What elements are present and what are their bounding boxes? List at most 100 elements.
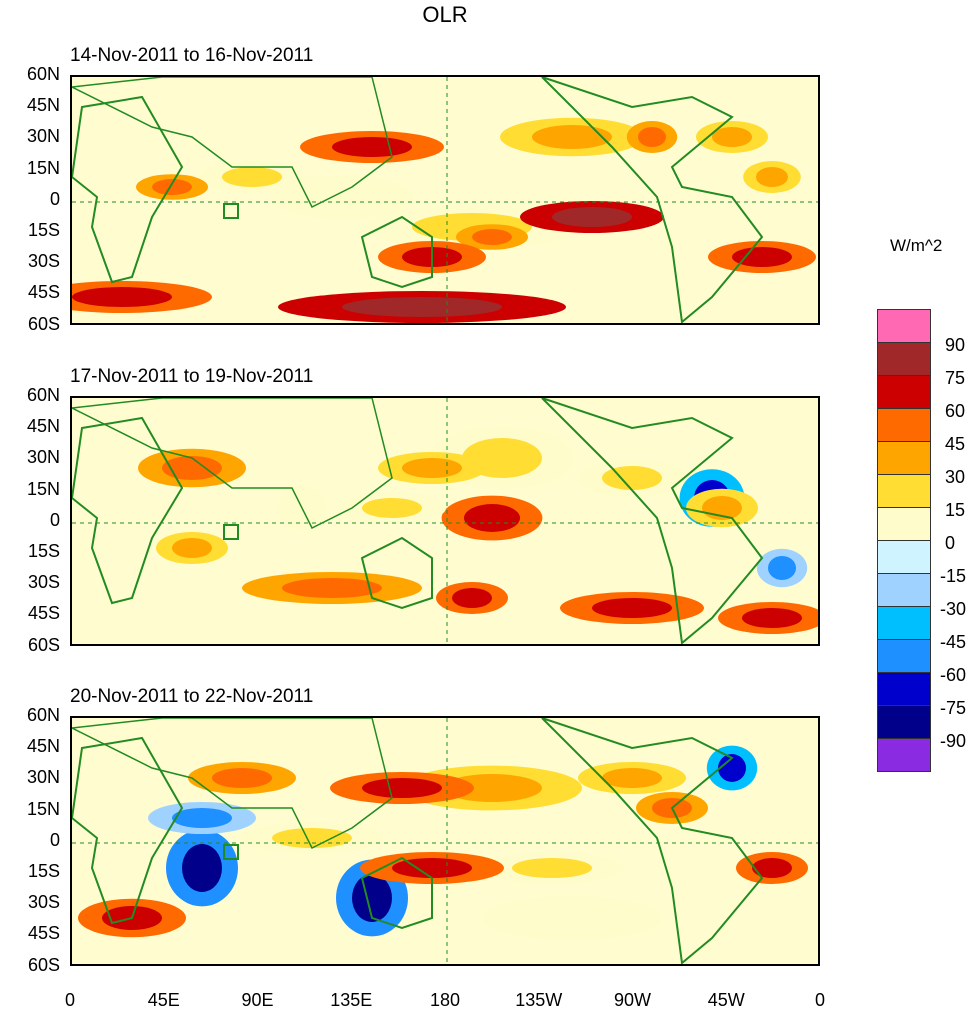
lat-tick-label: 60N xyxy=(26,705,60,725)
anomaly-core xyxy=(392,858,472,878)
coastline-americas xyxy=(541,718,764,964)
anomaly-core xyxy=(756,167,788,187)
lat-tick-label: 60S xyxy=(27,634,60,655)
lat-tick-label: 0 xyxy=(49,829,60,850)
colorbar-swatch xyxy=(877,573,931,607)
anomaly-core xyxy=(452,588,492,608)
figure-title: OLR xyxy=(422,2,468,27)
lat-tick-label: 30N xyxy=(26,447,60,468)
coastline-australia xyxy=(360,856,433,930)
colorbar-label: 45 xyxy=(945,434,966,454)
colorbar-label: 30 xyxy=(945,467,966,487)
panel-title: 14-Nov-2011 to 16-Nov-2011 xyxy=(70,45,314,66)
anomaly-core xyxy=(522,904,622,932)
colorbar-swatch xyxy=(877,672,931,706)
anomaly-core xyxy=(592,598,672,618)
coastline-americas xyxy=(541,77,764,323)
anomaly-core xyxy=(342,297,502,317)
colorbar xyxy=(877,309,931,772)
lat-tick-label: 15S xyxy=(27,220,60,240)
coastline-australia xyxy=(360,215,433,289)
lat-tick-label: 45S xyxy=(27,603,60,624)
anomaly-core xyxy=(282,578,382,598)
colorbar-swatch xyxy=(877,309,931,343)
anomaly-core xyxy=(212,768,272,788)
lat-tick-label: 60N xyxy=(26,385,60,405)
colorbar-label: 15 xyxy=(945,500,966,520)
olr-map-panel xyxy=(70,75,820,325)
panel-title: 20-Nov-2011 to 22-Nov-2011 xyxy=(70,686,314,707)
coastline-eurasia xyxy=(72,77,393,209)
region-box xyxy=(223,844,239,860)
anomaly-core xyxy=(472,229,512,245)
lat-tick-label: 15N xyxy=(26,157,60,178)
anomaly-core xyxy=(162,456,222,480)
lat-tick-label: 60S xyxy=(27,313,60,334)
anomaly-core xyxy=(464,504,520,532)
anomaly-core xyxy=(222,167,282,187)
colorbar-label: -45 xyxy=(940,632,967,652)
anomaly-core xyxy=(172,808,232,828)
region-box xyxy=(223,203,239,219)
anomaly-core xyxy=(152,179,192,195)
lon-tick-label: 90E xyxy=(241,990,274,1010)
lon-tick-label: 90W xyxy=(613,990,651,1010)
colorbar-unit: W/m^2 xyxy=(890,236,943,255)
colorbar-swatch xyxy=(877,408,931,442)
olr-map-panel xyxy=(70,396,820,646)
colorbar-swatch xyxy=(877,342,931,376)
colorbar-label: 0 xyxy=(945,533,956,553)
coastline-africa xyxy=(72,736,184,925)
colorbar-swatch xyxy=(877,441,931,475)
lat-tick-label: 30S xyxy=(27,572,60,593)
coastline-eurasia xyxy=(72,398,393,530)
anomaly-core xyxy=(352,874,392,922)
lon-tick-label: 45E xyxy=(147,990,180,1010)
colorbar-label: 60 xyxy=(945,401,966,421)
lat-tick-label: 0 xyxy=(49,188,60,209)
anomaly-core xyxy=(768,556,796,580)
lat-tick-label: 15S xyxy=(27,861,60,881)
anomaly-core xyxy=(512,858,592,878)
anomaly-core xyxy=(602,466,662,490)
lat-tick-label: 0 xyxy=(49,509,60,530)
lon-tick-label: 0 xyxy=(814,990,825,1010)
colorbar-label: -30 xyxy=(940,599,967,619)
anomaly-core xyxy=(272,828,352,848)
lat-tick-label: 30S xyxy=(27,892,60,913)
lat-tick-label: 15N xyxy=(26,798,60,819)
anomaly-core xyxy=(182,844,222,892)
anomaly-core xyxy=(532,125,612,149)
olr-map-panel xyxy=(70,716,820,966)
anomaly-core xyxy=(172,538,212,558)
colorbar-label: -15 xyxy=(940,566,967,586)
lat-tick-label: 15N xyxy=(26,478,60,499)
coastline-africa xyxy=(72,95,184,284)
colorbar-swatch xyxy=(877,738,931,772)
anomaly-core xyxy=(72,287,172,307)
colorbar-label: -75 xyxy=(940,698,967,718)
colorbar-swatch xyxy=(877,474,931,508)
lon-tick-label: 135W xyxy=(515,990,563,1010)
lon-tick-label: 45W xyxy=(707,990,745,1010)
colorbar-swatch xyxy=(877,540,931,574)
coastline-americas xyxy=(541,398,764,644)
anomaly-core xyxy=(752,858,792,878)
coastline-australia xyxy=(360,536,433,610)
lat-tick-label: 45N xyxy=(26,736,60,757)
anomaly-core xyxy=(332,137,412,157)
anomaly-core xyxy=(742,608,802,628)
lon-tick-label: 135E xyxy=(330,990,373,1010)
anomaly-core xyxy=(402,458,462,478)
lat-tick-label: 45N xyxy=(26,95,60,116)
colorbar-swatch xyxy=(877,705,931,739)
lat-tick-label: 30S xyxy=(27,251,60,272)
panel-title: 17-Nov-2011 to 19-Nov-2011 xyxy=(70,366,314,387)
lat-tick-label: 45S xyxy=(27,923,60,944)
lat-tick-label: 30N xyxy=(26,126,60,147)
lat-tick-label: 60N xyxy=(26,64,60,84)
anomaly-core xyxy=(302,183,382,211)
colorbar-swatch xyxy=(877,375,931,409)
coastline-africa xyxy=(72,416,184,605)
lat-tick-label: 30N xyxy=(26,767,60,788)
